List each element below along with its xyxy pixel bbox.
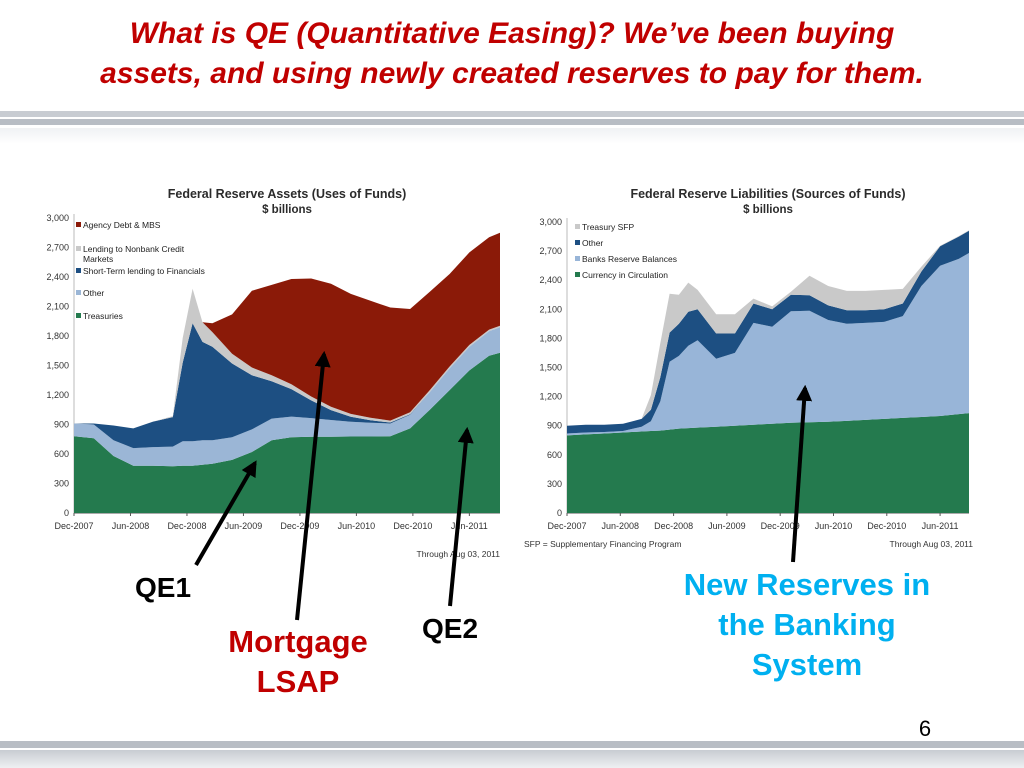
- area-short-term-lending-to-financials: [74, 323, 500, 449]
- qe2-arrow: [448, 426, 474, 607]
- x-tick-label: Jun-2008: [112, 521, 150, 531]
- legend-swatch-agency-debt-mbs: [76, 222, 81, 227]
- x-tick-label: Jun-2009: [708, 521, 746, 531]
- y-tick-label: 1,800: [46, 331, 69, 341]
- mortgage-lsap-label: Mortgage LSAP: [210, 622, 386, 702]
- area-other: [74, 327, 500, 467]
- new-reserves-arrow: [791, 384, 813, 563]
- y-tick-label: 2,700: [46, 243, 69, 253]
- y-tick-label: 900: [547, 421, 562, 431]
- y-tick-label: 2,400: [46, 272, 69, 282]
- slide-title-line-2: assets, and using newly created reserves…: [100, 57, 924, 90]
- legend-swatch-short-term-lending-to-financials: [76, 268, 81, 273]
- area-agency-debt-mbs: [74, 232, 500, 429]
- legend-label-lending-to-nonbank-credit-markets: Markets: [83, 254, 113, 264]
- area-currency-in-circulation: [567, 413, 969, 513]
- footer-divider-bar: [0, 741, 1024, 748]
- legend-label-treasuries: Treasuries: [83, 311, 123, 321]
- legend-swatch-lending-to-nonbank-credit-markets: [76, 246, 81, 251]
- fed-assets-chart: Federal Reserve Assets (Uses of Funds) $ …: [30, 180, 508, 566]
- legend-label-other: Other: [83, 288, 104, 298]
- new-reserves-label: New Reserves in the Banking System: [648, 565, 966, 685]
- qe2-label: QE2: [421, 613, 479, 644]
- new-reserves-label-line-1: New Reserves in: [683, 567, 931, 602]
- x-tick-label: Dec-2008: [654, 521, 693, 531]
- mortgage-lsap-label-line-1: Mortgage: [228, 624, 368, 659]
- x-tick-label: Jun-2010: [815, 521, 853, 531]
- legend-swatch-other: [76, 290, 81, 295]
- header-divider-shade: [0, 128, 1024, 144]
- x-tick-label: Jun-2009: [225, 521, 263, 531]
- x-tick-label: Dec-2009: [761, 521, 800, 531]
- y-tick-label: 3,000: [46, 213, 69, 223]
- x-tick-label: Jun-2011: [451, 521, 488, 531]
- chart-title: Federal Reserve Assets (Uses of Funds): [168, 187, 407, 201]
- x-tick-label: Jun-2008: [602, 521, 640, 531]
- qe1-arrow: [194, 460, 257, 567]
- legend-swatch-other: [575, 240, 580, 245]
- area-treasuries: [74, 352, 500, 513]
- chart-subtitle: $ billions: [262, 204, 312, 216]
- mortgage-lsap-label-line-2: LSAP: [256, 664, 340, 699]
- x-tick-label: Jun-2010: [338, 521, 376, 531]
- legend-swatch-banks-reserve-balances: [575, 256, 580, 261]
- legend-label-lending-to-nonbank-credit-markets: Lending to Nonbank Credit: [83, 244, 185, 254]
- legend-label-treasury-sfp: Treasury SFP: [582, 222, 634, 232]
- y-tick-label: 300: [54, 479, 69, 489]
- legend-swatch-treasuries: [76, 313, 81, 318]
- chart-footnote: Through Aug 03, 2011: [417, 549, 501, 559]
- y-tick-label: 2,400: [539, 275, 562, 285]
- legend-label-currency-in-circulation: Currency in Circulation: [582, 270, 668, 280]
- new-reserves-label-line-3: System: [751, 647, 863, 682]
- y-tick-label: 600: [547, 450, 562, 460]
- y-tick-label: 1,200: [46, 390, 69, 400]
- chart-footnote-left: SFP = Supplementary Financing Program: [524, 539, 681, 549]
- x-tick-label: Dec-2008: [167, 521, 206, 531]
- y-tick-label: 900: [54, 420, 69, 430]
- legend-swatch-currency-in-circulation: [575, 272, 580, 277]
- y-tick-label: 0: [557, 508, 562, 518]
- y-tick-label: 300: [547, 479, 562, 489]
- chart-footnote-right: Through Aug 03, 2011: [890, 539, 974, 549]
- page-number: 6: [918, 716, 932, 741]
- x-tick-label: Dec-2007: [547, 521, 586, 531]
- legend-label-banks-reserve-balances: Banks Reserve Balances: [582, 254, 677, 264]
- y-tick-label: 600: [54, 449, 69, 459]
- y-tick-label: 1,200: [539, 392, 562, 402]
- y-tick-label: 2,700: [539, 246, 562, 256]
- y-tick-label: 2,100: [539, 304, 562, 314]
- fed-liabilities-chart: Federal Reserve Liabilities (Sources of …: [520, 180, 980, 556]
- x-tick-label: Dec-2010: [393, 521, 432, 531]
- header-divider-bar: [0, 111, 1024, 117]
- y-tick-label: 0: [64, 508, 69, 518]
- mortgage-lsap-arrow: [295, 350, 331, 621]
- x-tick-label: Dec-2010: [867, 521, 906, 531]
- qe1-label: QE1: [134, 572, 192, 603]
- y-tick-label: 1,500: [46, 361, 69, 371]
- y-tick-label: 2,100: [46, 302, 69, 312]
- x-tick-label: Dec-2007: [54, 521, 93, 531]
- slide-title-line-1: What is QE (Quantitative Easing)? We’ve …: [129, 17, 895, 50]
- y-tick-label: 3,000: [539, 217, 562, 227]
- x-tick-label: Jun-2011: [922, 521, 959, 531]
- y-tick-label: 1,800: [539, 333, 562, 343]
- area-banks-reserve-balances: [567, 253, 969, 436]
- slide-title: What is QE (Quantitative Easing)? We’ve …: [0, 14, 1024, 94]
- chart-title: Federal Reserve Liabilities (Sources of …: [630, 187, 905, 201]
- y-tick-label: 1,500: [539, 363, 562, 373]
- chart-subtitle: $ billions: [743, 204, 793, 216]
- legend-label-other: Other: [582, 238, 603, 248]
- new-reserves-label-line-2: the Banking: [718, 607, 896, 642]
- legend-swatch-treasury-sfp: [575, 224, 580, 229]
- legend-label-agency-debt-mbs: Agency Debt & MBS: [83, 220, 161, 230]
- x-tick-label: Dec-2009: [280, 521, 319, 531]
- footer-divider-shade: [0, 750, 1024, 768]
- header-divider-bar: [0, 119, 1024, 125]
- legend-label-short-term-lending-to-financials: Short-Term lending to Financials: [83, 266, 205, 276]
